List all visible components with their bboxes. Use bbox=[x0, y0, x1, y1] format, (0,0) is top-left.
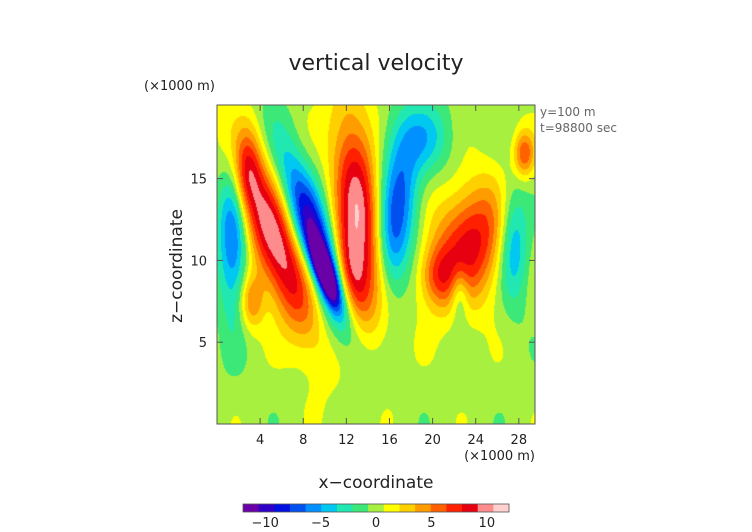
x-tick-label: 28 bbox=[511, 433, 528, 448]
colorbar-tick-label: −10 bbox=[251, 516, 278, 531]
colorbar-swatch bbox=[305, 504, 322, 512]
x-tick-label: 4 bbox=[256, 433, 264, 448]
plot-frame bbox=[216, 104, 536, 425]
colorbar-swatch bbox=[289, 504, 307, 512]
x-tick-label: 8 bbox=[299, 433, 307, 448]
x-unit-label: (×1000 m) bbox=[464, 449, 535, 464]
colorbar-tick-label: 5 bbox=[427, 516, 435, 531]
y-tick-label: 5 bbox=[199, 336, 207, 351]
y-axis-label: z−coordinate bbox=[167, 209, 187, 323]
colorbar-swatch bbox=[352, 504, 369, 512]
colorbar-swatch bbox=[258, 504, 275, 512]
heatmap-image bbox=[217, 105, 535, 424]
y-unit-label: (×1000 m) bbox=[144, 79, 215, 94]
y-tick-label: 10 bbox=[190, 254, 207, 269]
colorbar-swatch bbox=[243, 504, 260, 512]
annotation-y: y=100 m bbox=[540, 105, 596, 119]
x-axis-label: x−coordinate bbox=[319, 473, 434, 493]
y-tick-label: 15 bbox=[190, 173, 207, 188]
x-axis: 4 8 12 16 20 24 28 bbox=[256, 105, 527, 448]
x-tick-label: 12 bbox=[338, 433, 355, 448]
colorbar-swatch bbox=[274, 504, 291, 512]
colorbar-swatch bbox=[321, 504, 338, 512]
colorbar-tick-label: 0 bbox=[372, 516, 380, 531]
colorbar-swatch bbox=[430, 504, 447, 512]
annotation-t: t=98800 sec bbox=[540, 121, 617, 135]
x-tick-label: 16 bbox=[381, 433, 398, 448]
colorbar-swatch bbox=[415, 504, 432, 512]
y-axis: 5 10 15 bbox=[190, 173, 535, 351]
chart-title: vertical velocity bbox=[288, 51, 463, 76]
colorbar-tick-label: 10 bbox=[479, 516, 496, 531]
colorbar-frame bbox=[242, 503, 510, 513]
colorbar-swatch bbox=[368, 504, 385, 512]
colorbar-swatch bbox=[446, 504, 463, 512]
heatmap-area bbox=[216, 104, 536, 425]
colorbar-swatch bbox=[383, 504, 400, 512]
colorbar-swatch bbox=[336, 504, 354, 512]
colorbar-swatch bbox=[399, 504, 416, 512]
x-tick-label: 20 bbox=[424, 433, 441, 448]
colorbar: −10 −5 0 5 10 bbox=[242, 503, 510, 531]
colorbar-swatch bbox=[462, 504, 479, 512]
x-tick-label: 24 bbox=[467, 433, 484, 448]
colorbar-tick-label: −5 bbox=[311, 516, 330, 531]
colorbar-swatch bbox=[493, 504, 510, 512]
colorbar-swatch bbox=[477, 504, 494, 512]
